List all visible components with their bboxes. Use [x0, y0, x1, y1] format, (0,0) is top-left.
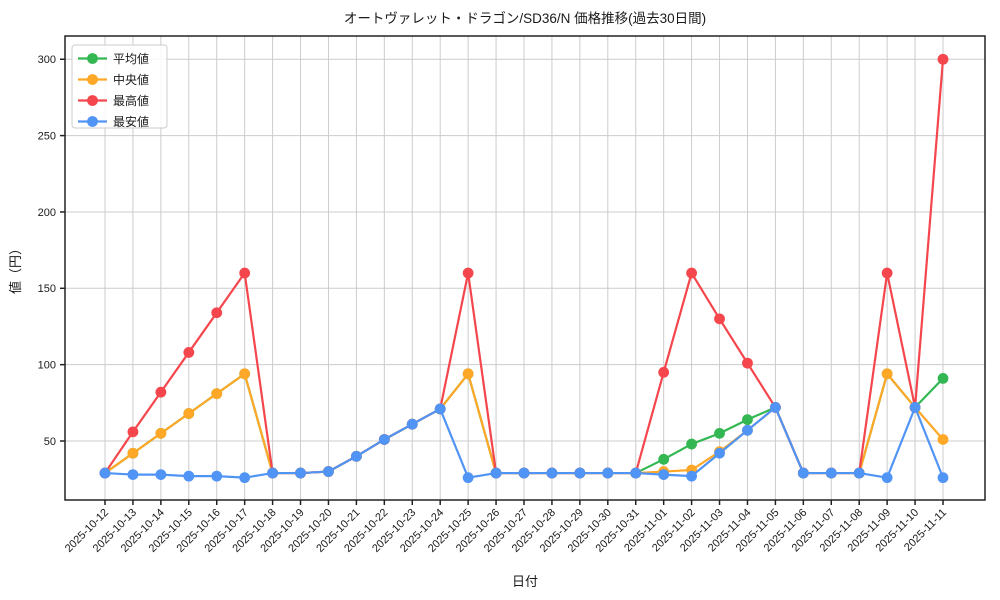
series-marker-min: [462, 472, 474, 484]
y-tick-label: 100: [38, 360, 56, 372]
x-axis-label: 日付: [512, 574, 538, 589]
series-marker-min: [602, 467, 614, 479]
series-marker-min: [490, 467, 502, 479]
series-marker-average: [714, 427, 725, 439]
series-marker-min: [211, 470, 223, 482]
legend-label-average: 平均値: [113, 51, 149, 66]
series-marker-min: [881, 472, 893, 484]
series-marker-min: [797, 467, 809, 479]
series-marker-max: [658, 366, 670, 378]
legend-marker-average: [87, 53, 98, 64]
series-marker-min: [909, 402, 921, 413]
series-marker-median: [239, 368, 251, 380]
series-marker-min: [378, 434, 390, 445]
series-marker-min: [323, 466, 334, 477]
plot-border: [64, 35, 986, 501]
series-marker-max: [127, 426, 139, 438]
legend-marker-median: [87, 74, 98, 85]
series-marker-median: [462, 368, 474, 380]
series-marker-average: [658, 453, 670, 465]
legend-marker-min: [87, 116, 98, 127]
series-marker-max: [211, 307, 223, 319]
series-marker-min: [686, 470, 697, 482]
series-marker-median: [127, 447, 139, 459]
y-axis-label: 値（円）: [8, 242, 23, 294]
series-marker-max: [462, 267, 474, 279]
series-marker-min: [518, 467, 530, 479]
series-marker-min: [714, 447, 725, 459]
series-marker-min: [267, 467, 278, 479]
legend-label-min: 最安値: [113, 114, 149, 129]
legend-marker-max: [87, 95, 98, 106]
series-marker-min: [630, 467, 642, 479]
series-marker-min: [937, 472, 949, 484]
series-marker-min: [742, 424, 753, 436]
series-marker-max: [239, 267, 251, 279]
series-marker-max: [183, 347, 195, 358]
y-tick-label: 200: [38, 207, 56, 219]
legend-label-median: 中央値: [113, 72, 149, 87]
series-marker-median: [155, 427, 167, 439]
series-marker-min: [127, 469, 139, 480]
series-marker-average: [742, 414, 753, 426]
series-marker-max: [881, 267, 893, 279]
y-tick-label: 150: [38, 283, 56, 295]
series-marker-max: [937, 53, 949, 65]
legend-box: [71, 44, 168, 129]
series-marker-min: [770, 402, 781, 413]
chart-title: オートヴァレット・ドラゴン/SD36/N 価格推移(過去30日間): [344, 10, 706, 26]
series-marker-min: [546, 467, 558, 479]
y-tick-label: 50: [44, 436, 56, 448]
series-marker-median: [937, 434, 949, 445]
series-marker-min: [183, 470, 195, 482]
series-marker-median: [183, 408, 195, 419]
series-marker-max: [155, 386, 167, 398]
series-marker-min: [406, 418, 418, 430]
series-marker-average: [937, 372, 949, 384]
series-marker-min: [155, 469, 167, 480]
y-tick-label: 300: [38, 54, 56, 66]
series-marker-min: [99, 467, 111, 479]
series-marker-min: [351, 450, 362, 462]
series-marker-min: [574, 467, 586, 479]
series-marker-median: [211, 388, 223, 400]
series-marker-min: [239, 472, 251, 484]
series-marker-average: [686, 438, 697, 450]
series-marker-min: [295, 467, 306, 479]
series-marker-min: [658, 469, 670, 480]
legend-label-max: 最高値: [113, 93, 149, 108]
series-marker-min: [825, 467, 837, 479]
series-marker-min: [434, 403, 446, 415]
series-marker-max: [686, 267, 697, 279]
series-marker-max: [714, 313, 725, 325]
y-tick-label: 250: [38, 130, 56, 142]
series-marker-max: [742, 357, 753, 369]
series-marker-median: [881, 368, 893, 380]
series-marker-min: [853, 467, 865, 479]
